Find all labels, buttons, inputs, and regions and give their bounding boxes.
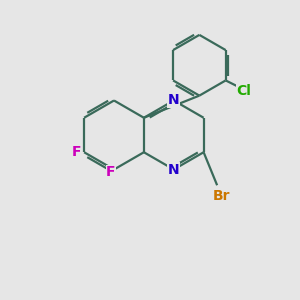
Text: N: N <box>168 94 180 107</box>
Text: F: F <box>72 145 81 159</box>
Text: Cl: Cl <box>236 84 251 98</box>
Text: N: N <box>168 163 180 176</box>
Text: Br: Br <box>213 189 230 203</box>
Text: F: F <box>106 166 116 179</box>
